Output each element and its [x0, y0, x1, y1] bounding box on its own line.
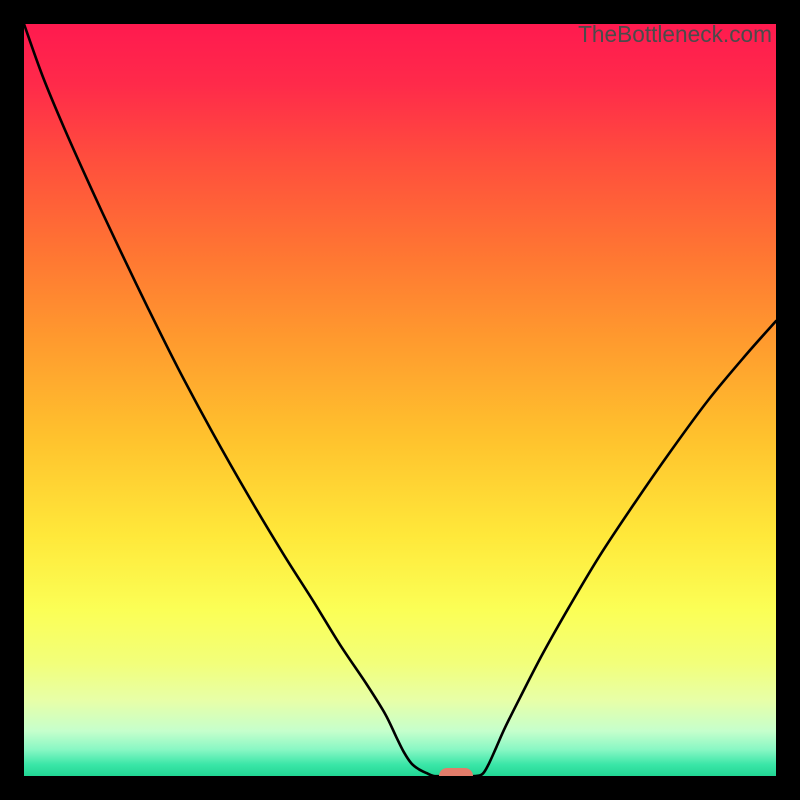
plot-area [24, 24, 776, 776]
curve-path [24, 24, 776, 776]
bottleneck-curve [24, 24, 776, 776]
watermark-label: TheBottleneck.com [578, 21, 772, 48]
chart-frame: TheBottleneck.com [0, 0, 800, 800]
optimal-marker [439, 768, 473, 776]
